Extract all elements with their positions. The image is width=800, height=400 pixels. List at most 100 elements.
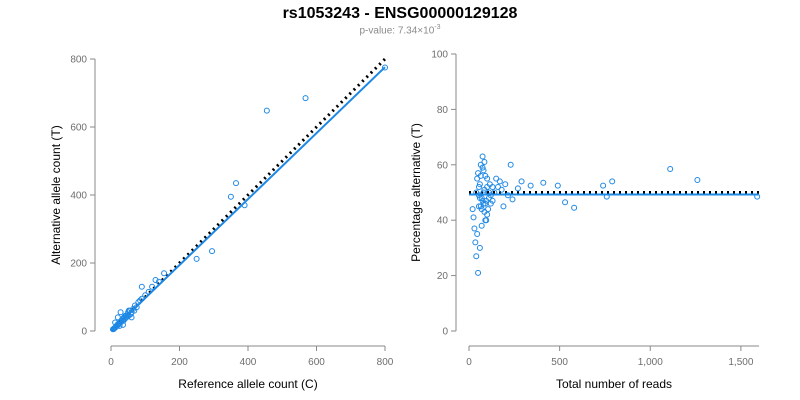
scatter-panel-percentage: 0 20 40 60 80 100 0 500 1,000 1,500 Total number o… [409,50,761,391]
data-point [754,193,761,200]
data-point [480,167,487,174]
data-point [475,183,482,190]
x-tick-label: 1,500 [728,357,753,368]
data-point [145,288,152,295]
data-point [193,255,200,262]
y-tick-label: 600 [70,123,87,134]
data-point [209,248,216,255]
data-point [474,231,481,238]
data-point [473,253,480,260]
y-tick-label: 800 [70,55,87,66]
y-tick-label: 0 [442,327,448,338]
data-point [518,178,525,185]
y-tick-label: 40 [437,216,449,227]
x-tick-label: 500 [551,357,568,368]
data-point [473,189,480,196]
data-point [302,95,309,102]
data-point [500,203,507,210]
x-tick-label: 600 [308,357,325,368]
data-point [495,183,501,190]
x-tick-label: 0 [108,357,114,368]
data-point [120,317,127,324]
data-point [603,193,610,200]
data-point [137,297,144,304]
data-point [119,321,126,328]
data-point [477,172,484,179]
data-point [489,183,496,190]
fit-line [110,66,386,332]
data-point [476,244,483,251]
y-tick-label: 200 [70,259,87,270]
data-point [138,283,145,290]
data-point [667,165,674,172]
x-axis-title: Total number of reads [556,377,672,391]
data-point [112,319,119,326]
data-point [554,182,561,189]
data-point [504,192,511,199]
y-tick-label: 60 [437,160,449,171]
data-point [382,64,388,71]
data-point [471,225,478,232]
data-point [138,295,145,302]
data-point [600,182,607,189]
data-point [263,107,270,114]
data-point [125,307,132,314]
data-point [116,322,123,329]
y-tick-label: 0 [81,327,87,338]
data-point [472,239,479,246]
data-point [476,195,483,202]
x-tick-label: 800 [377,357,394,368]
x-tick-label: 0 [466,357,472,368]
y-tick-label: 20 [437,271,449,282]
data-point [161,270,168,277]
data-point [514,185,521,192]
data-point [540,179,547,186]
data-point [507,161,514,168]
data-point [502,181,509,188]
data-point [476,181,483,188]
data-point [509,196,516,203]
p-value-exponent: -3 [434,24,441,31]
scatter-panel-allele-counts: 0 200 400 600 800 0 200 400 600 800 Reference alle… [49,55,394,392]
data-point [493,175,500,182]
y-tick-label: 100 [431,50,448,61]
x-tick-label: 200 [171,357,188,368]
data-point [571,204,578,211]
data-point [562,199,569,206]
chart-title: rs1053243 - ENSG00000129128 [282,5,518,22]
data-point [128,314,135,321]
data-point [479,153,486,160]
data-point [478,222,485,229]
data-point [694,177,701,184]
data-point [479,164,486,171]
data-point [123,312,130,319]
data-point [483,197,490,204]
data-point [470,214,477,221]
data-point [114,314,121,321]
data-point [142,292,149,299]
x-tick-label: 400 [240,357,257,368]
data-point [111,325,118,332]
y-tick-label: 80 [437,105,449,116]
y-axis-title: Percentage alternative (T) [409,123,423,262]
data-point [475,269,482,276]
data-point [478,206,485,213]
y-tick-label: 400 [70,191,87,202]
data-point [155,278,162,285]
data-point [152,277,159,283]
data-point [482,217,489,224]
data-point [609,178,616,185]
y-axis-title: Alternative allele count (T) [49,125,63,264]
data-point [135,299,142,306]
x-tick-label: 1,000 [638,357,663,368]
data-point [241,202,248,209]
expected-line [109,57,387,333]
data-point [117,309,124,316]
data-point [110,326,117,333]
data-point [469,206,476,213]
x-axis-title: Reference allele count (C) [178,377,317,391]
data-point [227,193,234,200]
data-point [233,180,240,187]
data-point [149,283,156,290]
